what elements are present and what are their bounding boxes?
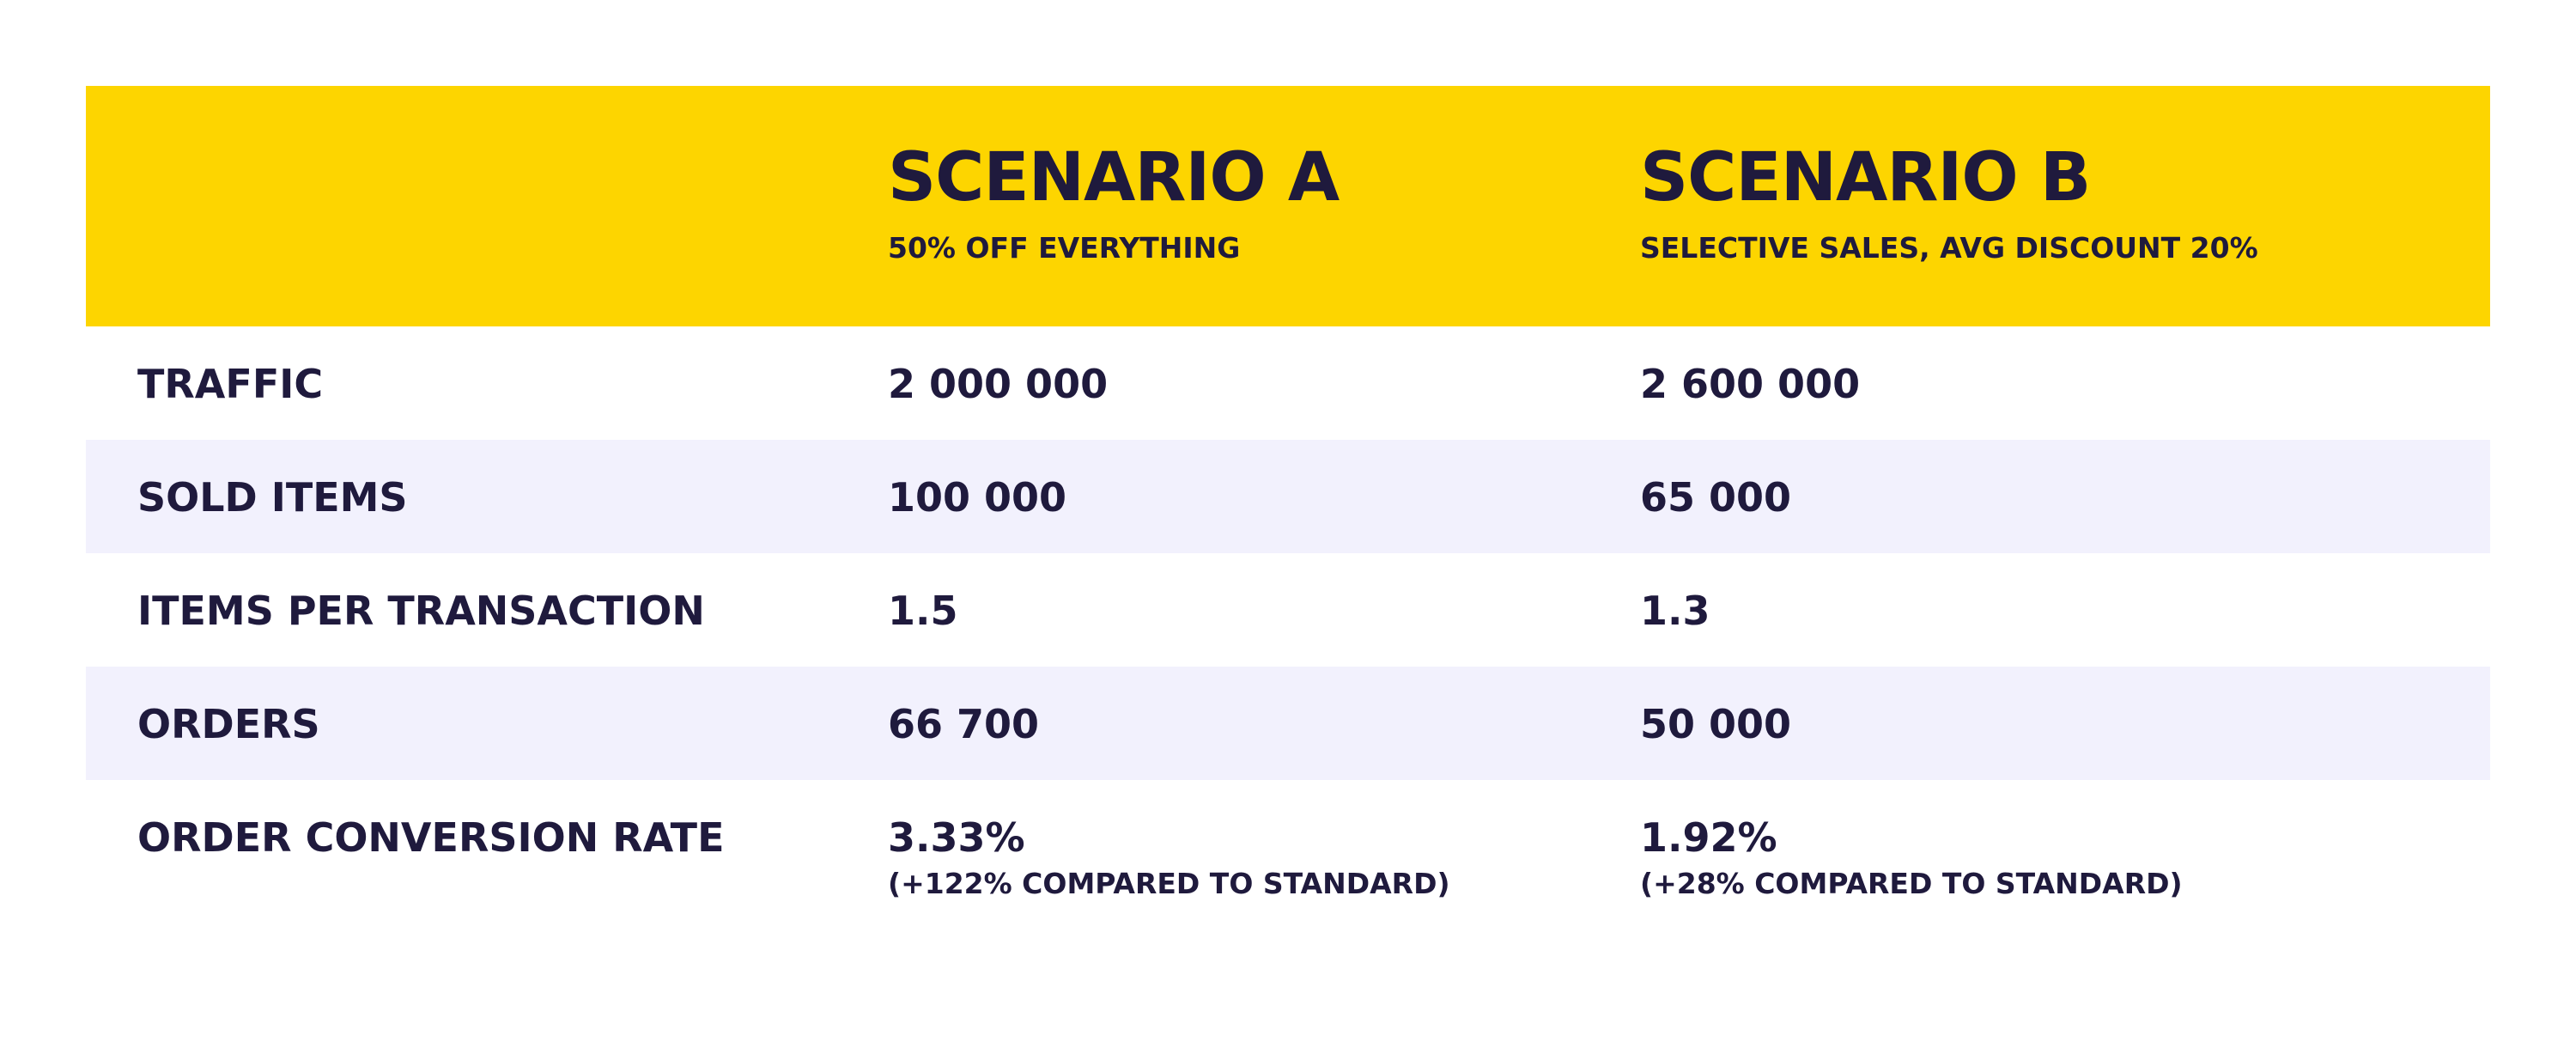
table-row-orders: ORDERS 66 700 50 000 xyxy=(86,667,2490,780)
scenario-b-subtitle: SELECTIVE SALES, AVG DISCOUNT 20% xyxy=(1640,231,2258,265)
table-row-traffic: TRAFFIC 2 000 000 2 600 000 xyxy=(86,326,2490,440)
table-row-order-conversion-rate: ORDER CONVERSION RATE 3.33% (+122% COMPA… xyxy=(86,780,2490,926)
scenario-a-value: 3.33% xyxy=(888,814,1025,861)
scenario-a-value: 100 000 xyxy=(888,474,1067,521)
scenario-a-value: 1.5 xyxy=(888,588,958,634)
scenario-b-title: SCENARIO B xyxy=(1640,139,2091,216)
scenario-a-subtitle: 50% OFF EVERYTHING xyxy=(888,231,1241,265)
scenario-b-value: 50 000 xyxy=(1640,701,1792,747)
scenario-b-value: 2 600 000 xyxy=(1640,361,1861,407)
table-header: SCENARIO A 50% OFF EVERYTHING SCENARIO B… xyxy=(86,86,2490,326)
scenario-b-note: (+28% COMPARED TO STANDARD) xyxy=(1640,867,2183,900)
comparison-table: SCENARIO A 50% OFF EVERYTHING SCENARIO B… xyxy=(86,86,2490,926)
scenario-b-value: 1.92% xyxy=(1640,814,1777,861)
row-label: ITEMS PER TRANSACTION xyxy=(137,588,705,634)
scenario-a-value: 2 000 000 xyxy=(888,361,1109,407)
row-label: SOLD ITEMS xyxy=(137,474,408,521)
row-label: ORDERS xyxy=(137,701,320,747)
row-label: TRAFFIC xyxy=(137,361,324,407)
scenario-b-value: 65 000 xyxy=(1640,474,1792,521)
row-label: ORDER CONVERSION RATE xyxy=(137,814,725,861)
table-row-sold-items: SOLD ITEMS 100 000 65 000 xyxy=(86,440,2490,553)
scenario-b-value: 1.3 xyxy=(1640,588,1710,634)
scenario-a-note: (+122% COMPARED TO STANDARD) xyxy=(888,867,1450,900)
scenario-a-value: 66 700 xyxy=(888,701,1040,747)
table-row-items-per-transaction: ITEMS PER TRANSACTION 1.5 1.3 xyxy=(86,553,2490,667)
scenario-a-title: SCENARIO A xyxy=(888,139,1340,216)
